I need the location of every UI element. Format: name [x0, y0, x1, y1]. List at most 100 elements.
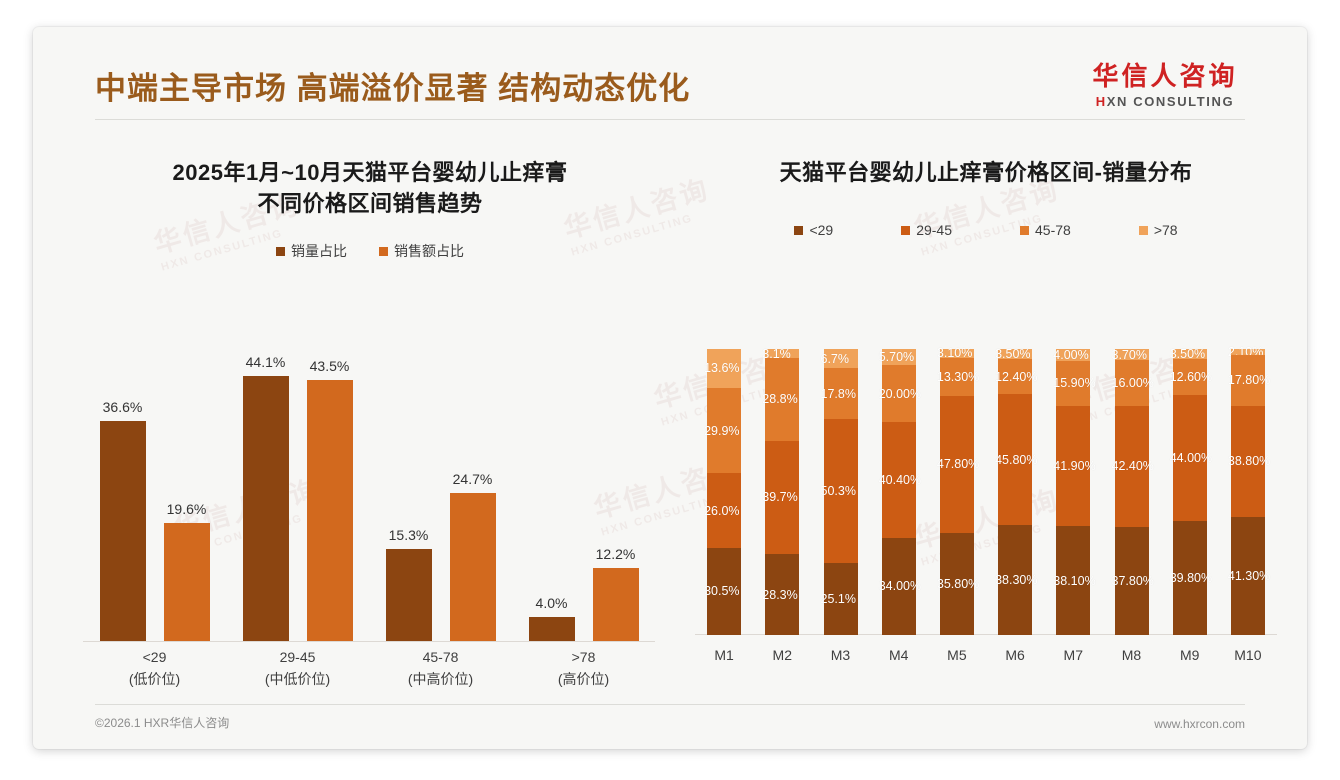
- stacked-bar-column[interactable]: 3.50% 12.60% 44.00% 39.80%: [1169, 347, 1212, 635]
- bar[interactable]: [528, 617, 575, 641]
- stacked-bar-segment[interactable]: 39.7%: [762, 440, 800, 555]
- legend-item-right-3[interactable]: >78: [1138, 222, 1178, 238]
- x-axis-tick-label: M1: [714, 647, 734, 663]
- footer-divider: [95, 704, 1245, 705]
- stacked-bar-segment[interactable]: 35.80%: [937, 532, 979, 635]
- stacked-bar-segment[interactable]: 17.8%: [820, 368, 858, 420]
- stacked-bar-segment[interactable]: 25.1%: [821, 563, 858, 635]
- footer-copyright: ©2026.1 HXR华信人咨询: [95, 716, 230, 730]
- bar-item[interactable]: 36.6%: [99, 399, 146, 641]
- stacked-bar-segment[interactable]: 37.80%: [1112, 526, 1154, 635]
- segment-value-label: 29.9%: [704, 423, 740, 438]
- stacked-bar-segment[interactable]: 20.00%: [879, 365, 921, 423]
- segment-value-label: 28.8%: [762, 392, 798, 407]
- stacked-bar-segment[interactable]: 34.00%: [879, 537, 921, 635]
- legend-swatch-icon: [1020, 225, 1029, 235]
- stacked-bar-segment[interactable]: 16.00%: [1112, 359, 1154, 406]
- stacked-bar-segment[interactable]: 3.1%: [762, 347, 800, 361]
- stacked-bar-segment[interactable]: 5.70%: [879, 348, 916, 366]
- stacked-bar-column[interactable]: 2.10% 17.80% 38.80% 41.30%: [1228, 345, 1270, 635]
- stacked-bar-segment[interactable]: 3.70%: [1111, 347, 1149, 362]
- stacked-bar-segment[interactable]: 3.10%: [937, 346, 974, 360]
- bar-item[interactable]: 15.3%: [385, 527, 432, 641]
- stacked-bar-segment[interactable]: 3.50%: [995, 347, 1033, 362]
- stacked-bar-segment[interactable]: 13.30%: [937, 357, 979, 396]
- stacked-bar-segment[interactable]: 15.90%: [1053, 360, 1096, 407]
- stacked-bar-segment[interactable]: 38.30%: [995, 525, 1038, 635]
- stacked-bar-segment[interactable]: 41.90%: [1053, 406, 1096, 527]
- segment-value-label: 3.70%: [1111, 347, 1147, 362]
- stacked-bar-column[interactable]: 3.10% 13.30% 47.80% 35.80%: [937, 346, 979, 635]
- bar[interactable]: [242, 376, 289, 641]
- bar-group: 36.6% 19.6%: [83, 341, 226, 641]
- stacked-bar-segment[interactable]: 40.40%: [879, 422, 921, 538]
- stacked-bar-segment[interactable]: 41.30%: [1228, 516, 1270, 635]
- segment-value-label: 50.3%: [820, 484, 856, 499]
- stacked-bar-segment[interactable]: 45.80%: [995, 394, 1038, 526]
- bar-item[interactable]: 4.0%: [528, 595, 575, 641]
- stacked-bar-segment[interactable]: 42.40%: [1112, 405, 1154, 527]
- segment-value-label: 3.50%: [1169, 347, 1206, 362]
- segment-value-label: 39.7%: [762, 490, 798, 505]
- bar[interactable]: [163, 523, 210, 641]
- left-chart-plot: 36.6% 19.6% 44.1% 43.5% 15.3% 24.7% 4.0% 12.2% …: [83, 341, 655, 687]
- slide-header: 中端主导市场 高端溢价显著 结构动态优化 华信人咨询 HXN CONSULTIN…: [33, 57, 1307, 145]
- legend-swatch-icon: [794, 225, 804, 235]
- legend-label: 销售额占比: [394, 243, 464, 260]
- stacked-bar-segment[interactable]: 12.60%: [1170, 359, 1212, 396]
- stacked-bar-segment[interactable]: 38.10%: [1053, 526, 1096, 635]
- segment-value-label: 3.50%: [995, 347, 1031, 362]
- legend-swatch-icon: [276, 246, 285, 256]
- stacked-bar-segment[interactable]: 3.50%: [1169, 347, 1207, 362]
- x-axis-tick-label: 29-45 (中低价位): [226, 647, 369, 690]
- stacked-bar-column[interactable]: 3.70% 16.00% 42.40% 37.80%: [1111, 347, 1154, 635]
- bar-item[interactable]: 44.1%: [242, 354, 289, 641]
- legend-item-left-1[interactable]: 销售额占比: [379, 241, 464, 261]
- stacked-bar-segment[interactable]: 12.40%: [995, 359, 1038, 395]
- stacked-bar-segment[interactable]: 6.7%: [821, 349, 858, 369]
- stacked-bar-segment[interactable]: 29.9%: [704, 387, 742, 474]
- segment-value-label: 17.80%: [1227, 373, 1271, 388]
- stacked-bar-segment[interactable]: 28.8%: [762, 358, 800, 441]
- segment-value-label: 34.00%: [878, 579, 922, 594]
- stacked-bar-segment[interactable]: 39.80%: [1170, 521, 1212, 635]
- legend-item-right-0[interactable]: <29: [794, 222, 833, 238]
- stacked-bar-column[interactable]: 13.6% 29.9% 26.0% 30.5%: [704, 349, 742, 635]
- bar[interactable]: [592, 567, 639, 641]
- left-chart-legend: 销量占比 销售额占比: [65, 241, 675, 261]
- stacked-bar-column[interactable]: 4.00% 15.90% 41.90% 38.10%: [1053, 348, 1096, 635]
- bar[interactable]: [449, 492, 496, 641]
- bar-value-label: 44.1%: [245, 354, 286, 371]
- segment-value-label: 13.30%: [936, 369, 980, 384]
- bar-value-label: 4.0%: [535, 595, 568, 611]
- stacked-bar-column[interactable]: 3.50% 12.40% 45.80% 38.30%: [995, 347, 1038, 635]
- stacked-bar-segment[interactable]: 44.00%: [1170, 395, 1212, 522]
- stacked-bar-segment[interactable]: 26.0%: [704, 473, 742, 548]
- stacked-bar-column[interactable]: 5.70% 20.00% 40.40% 34.00%: [879, 348, 921, 635]
- stacked-bar-segment[interactable]: 30.5%: [704, 547, 742, 635]
- segment-value-label: 17.8%: [820, 386, 856, 401]
- stacked-bar-segment[interactable]: 47.80%: [937, 395, 979, 533]
- segment-value-label: 16.00%: [1111, 375, 1154, 390]
- x-axis-tick-label: M8: [1121, 647, 1142, 663]
- stacked-bar-column[interactable]: 3.1% 28.8% 39.7% 28.3%: [762, 347, 800, 635]
- legend-item-left-0[interactable]: 销量占比: [276, 241, 347, 261]
- legend-item-right-2[interactable]: 45-78: [1020, 222, 1071, 238]
- legend-item-right-1[interactable]: 29-45: [901, 222, 952, 238]
- stacked-bar-segment[interactable]: 38.80%: [1228, 405, 1270, 517]
- segment-value-label: 44.00%: [1169, 451, 1213, 466]
- stacked-bar-segment[interactable]: 4.00%: [1053, 348, 1091, 362]
- bar-item[interactable]: 43.5%: [306, 358, 353, 641]
- stacked-bar-segment[interactable]: 17.80%: [1228, 355, 1270, 406]
- bar[interactable]: [306, 380, 353, 641]
- stacked-bar-segment[interactable]: 13.6%: [704, 349, 742, 388]
- x-axis-tick-label: M4: [888, 647, 909, 663]
- stacked-bar-column[interactable]: 6.7% 17.8% 50.3% 25.1%: [820, 349, 858, 635]
- bar[interactable]: [385, 549, 432, 641]
- bar-item[interactable]: 12.2%: [592, 546, 639, 641]
- bar-item[interactable]: 19.6%: [163, 501, 210, 641]
- stacked-bar-segment[interactable]: 28.3%: [762, 554, 800, 635]
- bar-item[interactable]: 24.7%: [449, 471, 496, 641]
- stacked-bar-segment[interactable]: 50.3%: [820, 419, 858, 564]
- bar[interactable]: [99, 421, 146, 641]
